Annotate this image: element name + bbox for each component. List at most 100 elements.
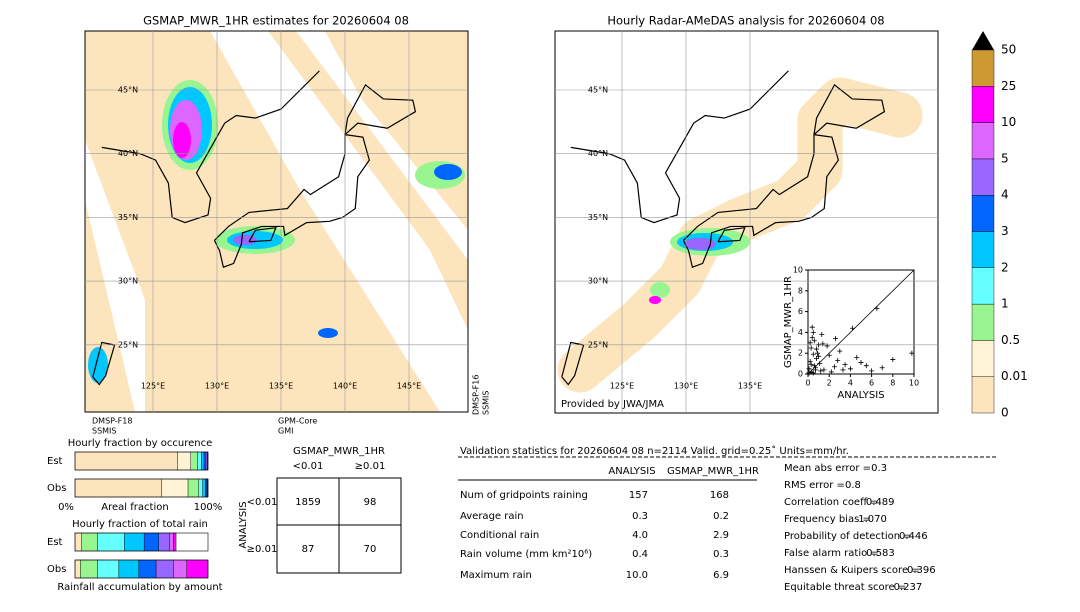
swath-sensor: SSMIS bbox=[482, 391, 491, 416]
x-axis-label: ANALYSIS bbox=[837, 390, 884, 401]
score-label: False alarm ratio = bbox=[784, 548, 879, 559]
stats-value: 0.4 bbox=[632, 549, 648, 560]
row-label: <0.01 bbox=[247, 497, 278, 508]
coastline bbox=[717, 226, 746, 243]
lat-label: 35°N bbox=[118, 213, 138, 222]
score-label: Mean abs error = bbox=[784, 463, 871, 474]
point bbox=[808, 369, 814, 375]
fraction-segment bbox=[124, 532, 145, 552]
point bbox=[810, 370, 816, 376]
stats-label: Maximum rain bbox=[460, 570, 532, 581]
coastline bbox=[101, 70, 320, 224]
lon-label: 130°E bbox=[674, 382, 698, 391]
lon-label: 125°E bbox=[610, 382, 634, 391]
point bbox=[890, 356, 896, 362]
stats-value: 168 bbox=[710, 490, 729, 501]
stats-value: 4.0 bbox=[632, 530, 648, 541]
score-label: Hanssen & Kuipers score = bbox=[784, 565, 920, 576]
contingency-cell: 1859 bbox=[295, 497, 320, 508]
credit: Provided by JWA/JMA bbox=[561, 399, 664, 410]
point bbox=[826, 352, 832, 358]
score-value: 0.396 bbox=[907, 565, 936, 576]
contingency-cell: 70 bbox=[364, 544, 377, 555]
point bbox=[840, 367, 846, 373]
point bbox=[863, 363, 869, 369]
stats-value: 0.3 bbox=[632, 511, 648, 522]
row-label: Obs bbox=[47, 483, 66, 494]
point bbox=[810, 329, 816, 335]
lat-label: 25°N bbox=[588, 340, 608, 349]
lat-label: 40°N bbox=[118, 149, 138, 158]
coastline bbox=[344, 83, 417, 136]
map-left-frame bbox=[84, 30, 469, 413]
point bbox=[811, 338, 817, 344]
fraction-segment bbox=[118, 559, 140, 579]
score-label: Equitable threat score = bbox=[784, 582, 906, 593]
score-label: RMS error = bbox=[784, 480, 845, 491]
y-tick-label: 6 bbox=[798, 307, 803, 316]
fraction-segment bbox=[161, 478, 189, 498]
point bbox=[809, 324, 815, 330]
contingency-cell: 98 bbox=[364, 497, 377, 508]
point bbox=[810, 351, 816, 357]
score-label: Probability of detection = bbox=[784, 531, 912, 542]
stats-value: 0.2 bbox=[713, 511, 729, 522]
lat-label: 45°N bbox=[118, 86, 138, 95]
coastline bbox=[92, 341, 116, 386]
rain-blobs bbox=[88, 80, 750, 383]
point bbox=[811, 363, 817, 369]
stats-label: Rain volume (mm km²10⁶) bbox=[460, 549, 592, 560]
bar-frame bbox=[74, 532, 209, 552]
lat-label: 30°N bbox=[118, 277, 138, 286]
fraction-segment bbox=[81, 532, 98, 552]
x-tick-label: 6 bbox=[869, 379, 874, 388]
fraction-segment bbox=[97, 559, 120, 579]
fraction-segment bbox=[198, 478, 203, 498]
lon-label: 135°E bbox=[269, 382, 293, 391]
colorbar-segment bbox=[971, 340, 995, 377]
coastline bbox=[248, 226, 277, 243]
lat-label: 35°N bbox=[588, 213, 608, 222]
colorbar-label: 4 bbox=[1001, 188, 1009, 202]
map-title: Hourly Radar-AMeDAS analysis for 2026060… bbox=[607, 14, 884, 28]
point bbox=[858, 360, 864, 366]
point bbox=[808, 345, 814, 351]
point bbox=[816, 353, 822, 359]
fraction-segment bbox=[138, 559, 157, 579]
colorbar-segment bbox=[971, 303, 995, 341]
fraction-segment bbox=[74, 559, 81, 579]
lon-label: 130°E bbox=[205, 382, 229, 391]
point bbox=[874, 305, 880, 311]
row-title: ANALYSIS bbox=[238, 501, 249, 548]
point bbox=[828, 369, 834, 375]
colorbar-label: 10 bbox=[1001, 115, 1016, 129]
colorbar-label: 2 bbox=[1001, 260, 1009, 274]
panel-title: Hourly fraction by occurence bbox=[68, 438, 212, 449]
fraction-segment bbox=[158, 532, 170, 552]
row-label: Est bbox=[47, 456, 63, 467]
colorbar-segment bbox=[971, 49, 995, 87]
score-value: 0.446 bbox=[899, 531, 928, 542]
lat-label: 30°N bbox=[588, 277, 608, 286]
y-tick-label: 2 bbox=[798, 349, 803, 358]
coastline bbox=[570, 70, 789, 224]
swath-satellite: GPM-Core bbox=[278, 417, 317, 426]
stats-value: 2.9 bbox=[713, 530, 729, 541]
swath-satellite: DMSP-F18 bbox=[92, 417, 132, 426]
point bbox=[813, 346, 819, 352]
point bbox=[835, 357, 841, 363]
colorbar-label: 50 bbox=[1001, 43, 1016, 57]
colorbar-label: 25 bbox=[1001, 79, 1016, 93]
colorbar-segment bbox=[971, 267, 995, 305]
stats-title: Validation statistics for 20260604 08 n=… bbox=[460, 445, 849, 457]
axis-label: Areal fraction bbox=[101, 502, 168, 513]
fraction-segment bbox=[177, 451, 191, 471]
fraction-segment bbox=[74, 532, 82, 552]
colorbar-label: 5 bbox=[1001, 151, 1009, 165]
colorbar-segment bbox=[971, 122, 995, 160]
stats-value: 0.3 bbox=[713, 549, 729, 560]
col-label: ≥0.01 bbox=[355, 461, 386, 472]
point bbox=[842, 362, 848, 368]
colorbar-segment bbox=[971, 376, 995, 414]
score-value: 1.070 bbox=[858, 514, 887, 525]
